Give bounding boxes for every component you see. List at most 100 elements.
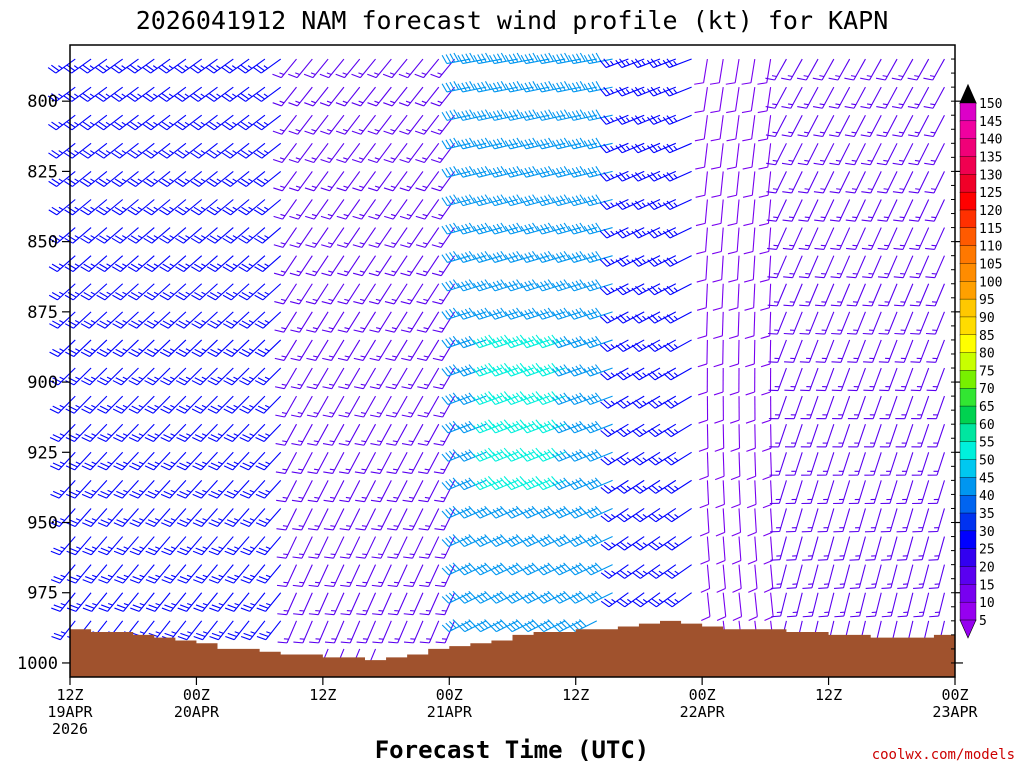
barb-feather [255, 465, 265, 471]
barb-feather [504, 140, 511, 150]
barb-feather [575, 223, 582, 233]
barb-feather [473, 396, 480, 405]
barb-feather [555, 452, 563, 461]
barb-feather [555, 565, 564, 574]
barb-half-feather [60, 518, 65, 521]
barb-feather [238, 294, 248, 301]
barb-feather [210, 405, 220, 411]
barb-feather [400, 301, 411, 305]
barb-feather [700, 588, 710, 593]
barb-half-feather [264, 404, 270, 408]
barb-feather [113, 522, 123, 527]
barb-feather [745, 363, 755, 368]
barb-half-feather [168, 121, 174, 126]
barb-feather [516, 250, 523, 260]
wind-barb [127, 142, 155, 159]
wind-barb [305, 283, 329, 305]
wind-barb [520, 419, 550, 434]
wind-barb [631, 339, 661, 352]
barb-feather [476, 480, 484, 489]
wind-barb [192, 480, 218, 499]
barb-half-feather [423, 298, 429, 302]
wind-barb [419, 620, 440, 644]
barb-feather [591, 280, 598, 289]
barb-half-feather [200, 206, 206, 211]
wind-barb [662, 170, 692, 182]
barb-feather [663, 259, 671, 267]
barb-feather [650, 58, 658, 67]
barb-half-feather [296, 327, 302, 330]
barb-half-feather [851, 131, 857, 134]
barb-feather [591, 365, 598, 374]
barb-feather [540, 395, 547, 404]
wind-barb [797, 143, 819, 166]
wind-barb [289, 199, 313, 220]
barb-feather [757, 82, 767, 85]
barb-shaft [590, 479, 613, 491]
wind-barb [111, 86, 139, 102]
barb-feather [369, 357, 380, 361]
barb-feather [82, 522, 92, 527]
barb-half-feather [202, 574, 208, 578]
barb-shaft [770, 508, 773, 533]
barb-half-feather [421, 100, 427, 104]
barb-feather [237, 180, 247, 187]
barb-feather [336, 215, 347, 220]
barb-feather [508, 310, 515, 319]
barb-shaft [283, 367, 297, 390]
barb-feather [488, 140, 495, 150]
wind-barb [433, 452, 456, 475]
barb-feather [468, 307, 476, 316]
wind-barb [48, 170, 76, 187]
barb-feather [563, 364, 571, 373]
barb-feather [725, 82, 736, 85]
barb-feather [531, 250, 539, 260]
barb-feather [575, 450, 583, 459]
barb-half-feather [407, 298, 413, 302]
barb-feather [568, 567, 576, 576]
barb-feather [552, 425, 560, 434]
barb-feather [207, 436, 217, 443]
barb-feather [67, 235, 77, 242]
barb-feather [505, 624, 513, 633]
wind-barb [647, 255, 677, 267]
barb-feather [209, 635, 219, 641]
barb-half-feather [264, 376, 270, 380]
barb-feather [496, 110, 503, 119]
barb-feather [457, 425, 465, 434]
barb-half-feather [423, 355, 429, 358]
barb-feather [452, 307, 460, 316]
barb-feather [289, 244, 299, 248]
wind-barb [206, 227, 234, 244]
barb-feather [631, 458, 640, 466]
barb-feather [158, 95, 167, 102]
barb-feather [80, 351, 90, 358]
barb-feather [575, 166, 582, 176]
barb-feather [241, 206, 250, 213]
wind-barb [161, 536, 187, 556]
wind-barb [190, 227, 218, 244]
barb-feather [516, 109, 523, 119]
barb-feather [207, 380, 217, 386]
barb-half-feather [233, 518, 239, 521]
barb-shaft [718, 58, 724, 83]
barb-half-feather [185, 348, 191, 352]
wind-barb [631, 283, 661, 296]
barb-feather [432, 357, 443, 361]
wind-barb [174, 142, 203, 159]
barb-half-feather [217, 291, 222, 295]
wind-barb [321, 255, 345, 277]
barb-feather [163, 434, 173, 440]
barb-feather [448, 450, 456, 459]
barb-half-feather [263, 178, 269, 182]
barb-shaft [768, 227, 772, 252]
barb-feather [496, 308, 503, 318]
barb-feather [477, 139, 483, 149]
barb-feather [615, 230, 623, 239]
wind-barb [714, 396, 724, 424]
wind-barb [206, 170, 234, 187]
barb-feather [473, 368, 480, 377]
barb-feather [568, 510, 576, 519]
barb-feather [386, 499, 397, 503]
wind-barb [568, 81, 597, 93]
